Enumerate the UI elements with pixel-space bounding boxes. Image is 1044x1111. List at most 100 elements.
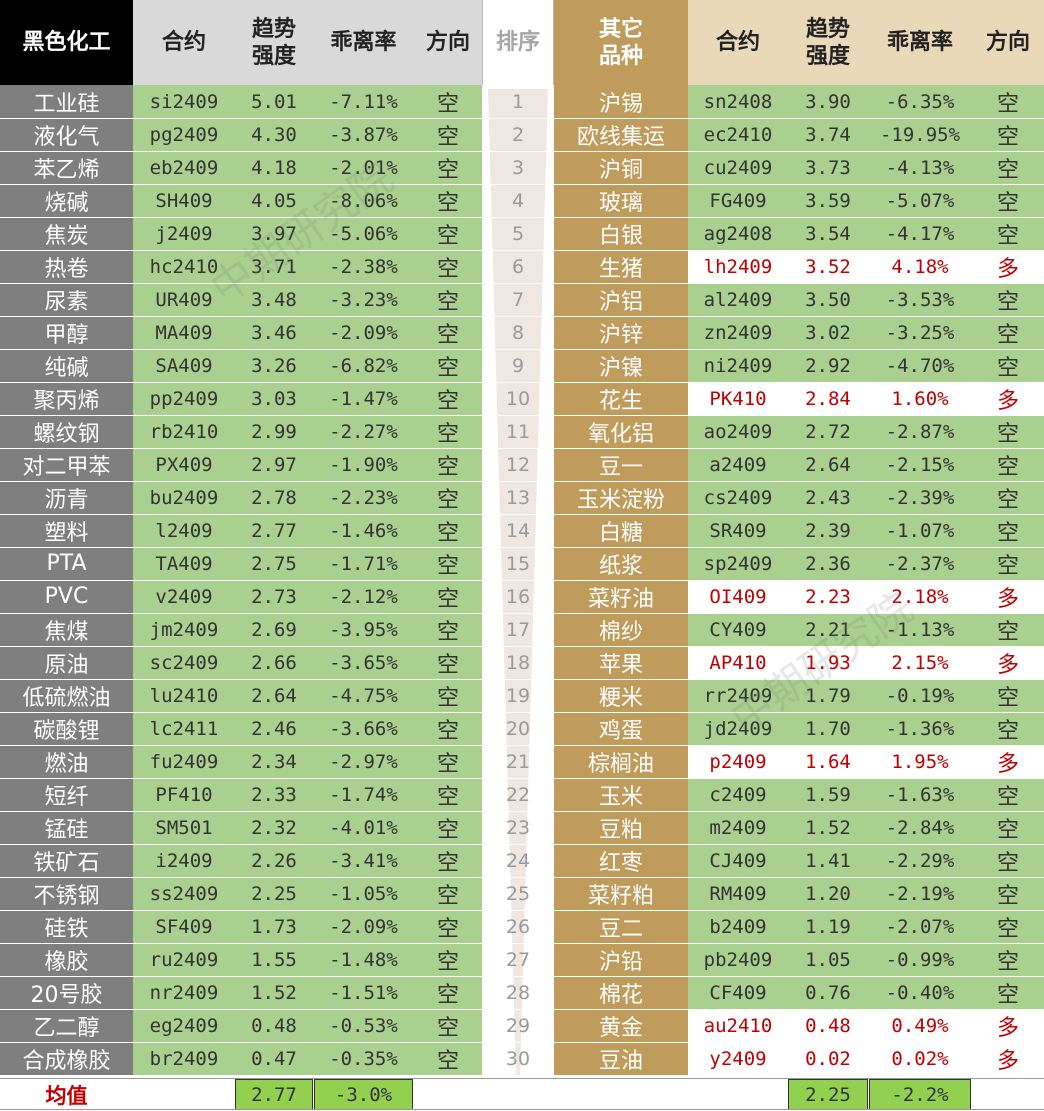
right-commodity-name-text: 棉纱 [598,619,643,645]
left-commodity-name-text: 塑料 [44,520,89,546]
right-strength: 2.72 [788,415,868,448]
header-rank: 排序 [482,0,554,85]
left-contract-text: v2409 [155,585,213,608]
rank-number-text: 23 [505,816,531,839]
left-direction-text: 空 [436,751,459,777]
average-left-deviation-cell: -3.0% [314,1079,413,1110]
right-deviation: -4.13% [868,151,972,184]
left-contract: pp2409 [133,382,235,415]
right-strength: 2.64 [788,448,868,481]
rank-number: 21 [482,745,554,778]
header-right-strength-line1: 趋势 [805,16,850,42]
right-strength: 2.84 [788,382,868,415]
right-direction-text: 空 [996,817,1019,843]
left-direction: 空 [414,481,482,514]
left-strength: 4.05 [235,184,313,217]
average-label-cell: 均值 [0,1078,133,1111]
left-strength: 2.33 [235,778,313,811]
right-commodity-name-text: 棉花 [598,982,643,1008]
right-strength-text: 1.59 [805,783,851,806]
left-contract-text: PX409 [155,453,213,476]
left-contract: bu2409 [133,481,235,514]
table-row: PTA TA409 2.75 -1.71% 空 15 纸浆 sp2409 2.36 -2.37% 空 [0,547,1044,580]
left-deviation-text: -2.12% [329,585,398,608]
right-deviation: -0.40% [868,976,972,1009]
left-strength-text: 3.26 [251,354,297,377]
right-commodity-name-text: 花生 [598,388,643,414]
left-contract: ss2409 [133,877,235,910]
right-deviation-text: -4.13% [885,156,955,179]
left-commodity-name: 低硫燃油 [0,679,133,712]
right-strength-text: 3.52 [805,255,851,278]
left-strength-text: 2.46 [251,717,297,740]
left-direction: 空 [414,844,482,877]
right-strength-text: 2.23 [805,585,851,608]
right-contract-text: rr2409 [703,684,773,707]
rank-number-text: 16 [505,585,531,608]
rank-number-text: 14 [505,519,531,542]
left-direction-text: 空 [436,685,459,711]
right-direction: 空 [972,811,1044,844]
left-strength-text: 4.05 [251,189,297,212]
row-separator [0,283,1044,284]
right-contract: m2409 [688,811,788,844]
left-strength: 4.30 [235,118,313,151]
left-deviation: -3.87% [313,118,414,151]
left-deviation-text: -3.87% [329,123,398,146]
left-deviation-text: -1.90% [329,453,398,476]
row-separator [0,943,1044,944]
left-direction: 空 [414,943,482,976]
right-strength: 0.02 [788,1042,868,1075]
left-commodity-name: 焦煤 [0,613,133,646]
right-contract: a2409 [688,448,788,481]
left-strength: 2.32 [235,811,313,844]
right-strength-text: 3.73 [805,156,851,179]
right-strength-text: 3.50 [805,288,851,311]
left-commodity-name-text: 合成橡胶 [22,1048,111,1074]
table-row: 硅铁 SF409 1.73 -2.09% 空 26 豆二 b2409 1.19 -2.07% 空 [0,910,1044,943]
right-direction-text: 空 [996,850,1019,876]
right-direction-text: 空 [996,421,1019,447]
right-direction: 空 [972,283,1044,316]
row-separator [0,811,1044,812]
right-commodity-name-text: 沪铅 [598,949,643,975]
right-contract-text: ag2408 [703,222,773,245]
left-strength: 2.77 [235,514,313,547]
left-commodity-name: 短纤 [0,778,133,811]
rank-number: 17 [482,613,554,646]
left-direction: 空 [414,382,482,415]
right-contract: cs2409 [688,481,788,514]
left-commodity-name: 铁矿石 [0,844,133,877]
left-contract: SF409 [133,910,235,943]
rank-number-text: 3 [511,156,525,179]
right-commodity-name: 红枣 [554,844,688,877]
right-commodity-name-text: 菜籽油 [587,586,654,612]
right-commodity-name: 玉米淀粉 [554,481,688,514]
right-deviation-text: -2.87% [885,420,955,443]
left-deviation-text: -6.82% [329,354,398,377]
left-commodity-name-text: 原油 [44,652,89,678]
right-deviation: -1.13% [868,613,972,646]
left-direction: 空 [414,85,482,118]
right-commodity-name: 沪铝 [554,283,688,316]
right-deviation-text: -1.36% [885,717,955,740]
rank-number: 23 [482,811,554,844]
table-row: 甲醇 MA409 3.46 -2.09% 空 8 沪锌 zn2409 3.02 -3.25% 空 [0,316,1044,349]
left-direction: 空 [414,778,482,811]
left-commodity-name: 碳酸锂 [0,712,133,745]
left-contract-text: j2409 [155,222,213,245]
right-direction-text: 多 [996,586,1019,612]
right-contract: PK410 [688,382,788,415]
left-contract-text: pp2409 [149,387,219,410]
rank-number-text: 7 [511,288,525,311]
left-contract-text: UR409 [155,288,213,311]
average-right-strength-cell: 2.25 [788,1079,868,1110]
right-commodity-name-text: 沪锌 [598,322,643,348]
left-deviation-text: -2.97% [329,750,398,773]
right-contract-text: au2410 [703,1014,773,1037]
left-contract: jm2409 [133,613,235,646]
right-direction: 空 [972,514,1044,547]
right-strength-text: 2.92 [805,354,851,377]
left-commodity-name-text: PVC [44,584,89,609]
row-separator [0,613,1044,614]
